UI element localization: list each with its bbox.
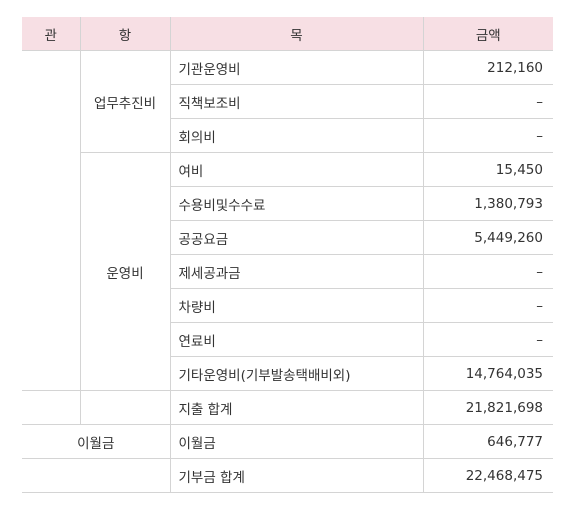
- table-body: 업무추진비 기관운영비 212,160 직책보조비 – 회의비 – 운영비 여비 15,450 수용…: [22, 50, 553, 493]
- header-cell: 목: [169, 17, 424, 51]
- row: 수용비및수수료 1,380,793: [22, 186, 553, 221]
- group-cell: 운영비: [80, 152, 171, 391]
- amount-cell: –: [422, 288, 553, 323]
- row: 공공요금 5,449,260: [22, 220, 553, 255]
- amount-cell: –: [422, 322, 553, 357]
- row: 운영비 여비 15,450: [22, 152, 553, 391]
- table-header: 관 항 목 금액: [22, 17, 553, 51]
- item-cell: 회의비: [170, 118, 424, 153]
- header-cell: 항: [79, 17, 171, 51]
- row: 회의비 –: [22, 118, 553, 153]
- amount-cell: –: [422, 254, 553, 289]
- total-row: 기부금 합계 22,468,475: [22, 458, 553, 493]
- row: 연료비 –: [22, 322, 553, 357]
- item-cell: 직책보조비: [170, 84, 424, 119]
- header-row: 관 항 목 금액: [22, 17, 553, 51]
- item-cell: 기타운영비(기부발송택배비외): [170, 356, 424, 391]
- header-cell: 금액: [422, 17, 553, 51]
- budget-table: 관 항 목 금액 업무추진비 기관운영비 212,160 직책보조비 – 회의비 – 운영비 여…: [22, 17, 553, 493]
- total-label: 기부금 합계: [169, 458, 424, 493]
- carryover-amount: 646,777: [422, 424, 553, 459]
- carryover-label: 이월금: [169, 424, 424, 459]
- blank-cell: [22, 50, 81, 391]
- blank-cell: [79, 390, 171, 425]
- blank-cell: [22, 458, 171, 493]
- item-cell: 공공요금: [170, 220, 424, 255]
- amount-cell: 14,764,035: [422, 356, 553, 391]
- row: 직책보조비 –: [22, 84, 553, 119]
- amount-cell: 15,450: [422, 152, 553, 187]
- row: 제세공과금 –: [22, 254, 553, 289]
- carryover-group: 이월금: [22, 424, 171, 459]
- subtotal-row: 지출 합계 21,821,698: [22, 390, 553, 425]
- group-cell: 업무추진비: [79, 50, 171, 153]
- amount-cell: 1,380,793: [422, 186, 553, 221]
- item-cell: 차량비: [170, 288, 424, 323]
- row: 기타운영비(기부발송택배비외) 14,764,035: [22, 356, 553, 391]
- amount-cell: –: [422, 84, 553, 119]
- subtotal-amount: 21,821,698: [422, 390, 553, 425]
- header-cell: 관: [22, 17, 81, 51]
- blank-cell: [22, 390, 81, 425]
- item-cell: 연료비: [170, 322, 424, 357]
- item-cell: 여비: [169, 152, 424, 187]
- item-cell: 제세공과금: [170, 254, 424, 289]
- row: 차량비 –: [22, 288, 553, 323]
- total-amount: 22,468,475: [422, 458, 553, 493]
- item-cell: 수용비및수수료: [170, 186, 424, 221]
- amount-cell: 5,449,260: [422, 220, 553, 255]
- row: 업무추진비 기관운영비 212,160: [22, 50, 553, 391]
- item-cell: 기관운영비: [169, 50, 424, 85]
- amount-cell: 212,160: [422, 50, 553, 85]
- carryover-row: 이월금 이월금 646,777: [22, 424, 553, 459]
- amount-cell: –: [422, 118, 553, 153]
- subtotal-label: 지출 합계: [169, 390, 424, 425]
